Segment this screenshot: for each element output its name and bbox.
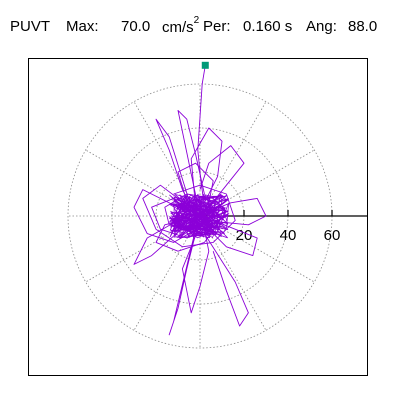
trace-name: PUVT (10, 18, 51, 35)
trace-segment-13 (190, 127, 223, 208)
trace-segment-12 (208, 219, 258, 257)
max-value: 70.0 (121, 18, 151, 35)
trace-segment-9 (133, 189, 205, 243)
ang-value: 88.0 (348, 18, 378, 35)
max-unit-exp: 2 (193, 15, 200, 26)
max-unit-base: cm/s (162, 19, 194, 36)
trace-dense-core (168, 193, 230, 239)
per-label: Per: (203, 18, 231, 35)
chart-header: PUVT Max: 70.0 cm/s2 Per: 0.160 s Ang: 8… (8, 14, 398, 38)
trace (133, 65, 267, 336)
trace-segment-15 (177, 162, 214, 217)
plot-frame (28, 58, 368, 376)
trace-segment-4 (177, 109, 205, 217)
per-value: 0.160 s (243, 18, 293, 35)
radial-ticks: 20 40 60 (236, 210, 341, 244)
trace-segment-10 (199, 145, 245, 208)
max-unit: cm/s2 (162, 15, 200, 36)
trace-segment-5 (204, 197, 267, 226)
trace-segment-6 (181, 224, 210, 314)
peak-marker (201, 61, 209, 69)
ang-label: Ang: (306, 18, 337, 35)
trace-segment-8 (204, 233, 249, 327)
peak-marker-layer (201, 61, 209, 69)
trace-segment-7 (168, 229, 197, 336)
tick-label-60: 60 (324, 227, 341, 244)
max-label: Max: (66, 18, 99, 35)
trace-segment-11 (133, 220, 192, 265)
tick-label-40: 40 (280, 227, 297, 244)
